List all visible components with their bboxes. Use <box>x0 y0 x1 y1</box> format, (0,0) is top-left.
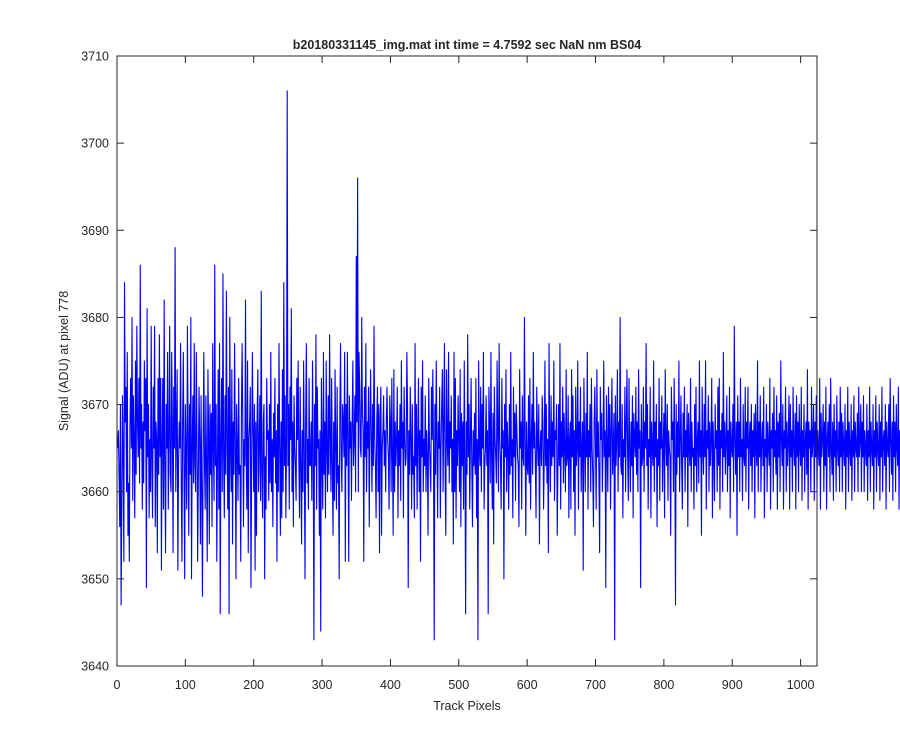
y-tick-label: 3640 <box>81 660 109 674</box>
x-axis-label: Track Pixels <box>433 699 501 713</box>
axes-box <box>116 55 818 667</box>
series-layer <box>117 90 900 641</box>
y-tick-label: 3710 <box>81 50 109 64</box>
chart-title: b20180331145_img.mat int time = 4.7592 s… <box>293 38 642 52</box>
x-tick-label: 400 <box>380 678 401 692</box>
x-tick-label: 200 <box>243 678 264 692</box>
x-tick-label: 0 <box>114 678 121 692</box>
series-line-1 <box>117 90 900 641</box>
x-tick-label: 800 <box>653 678 674 692</box>
axes-background <box>117 56 817 666</box>
y-tick-label: 3670 <box>81 398 109 412</box>
x-tick-label: 700 <box>585 678 606 692</box>
y-axis-label: Signal (ADU) at pixel 778 <box>57 291 71 431</box>
x-tick-label: 100 <box>175 678 196 692</box>
y-axis-ticks: 3640 3650 3660 3670 3680 3690 3700 3710 <box>81 50 817 674</box>
y-tick-label: 3690 <box>81 224 109 238</box>
x-tick-label: 1000 <box>787 678 815 692</box>
x-tick-label: 500 <box>448 678 469 692</box>
x-tick-label: 600 <box>517 678 538 692</box>
y-tick-label: 3650 <box>81 572 109 586</box>
y-tick-label: 3680 <box>81 311 109 325</box>
y-tick-label: 3660 <box>81 485 109 499</box>
x-axis-ticks: 0 100 200 300 400 500 600 700 800 900 1000 <box>114 56 815 692</box>
x-tick-label: 300 <box>312 678 333 692</box>
y-tick-label: 3700 <box>81 137 109 151</box>
x-tick-label: 900 <box>722 678 743 692</box>
